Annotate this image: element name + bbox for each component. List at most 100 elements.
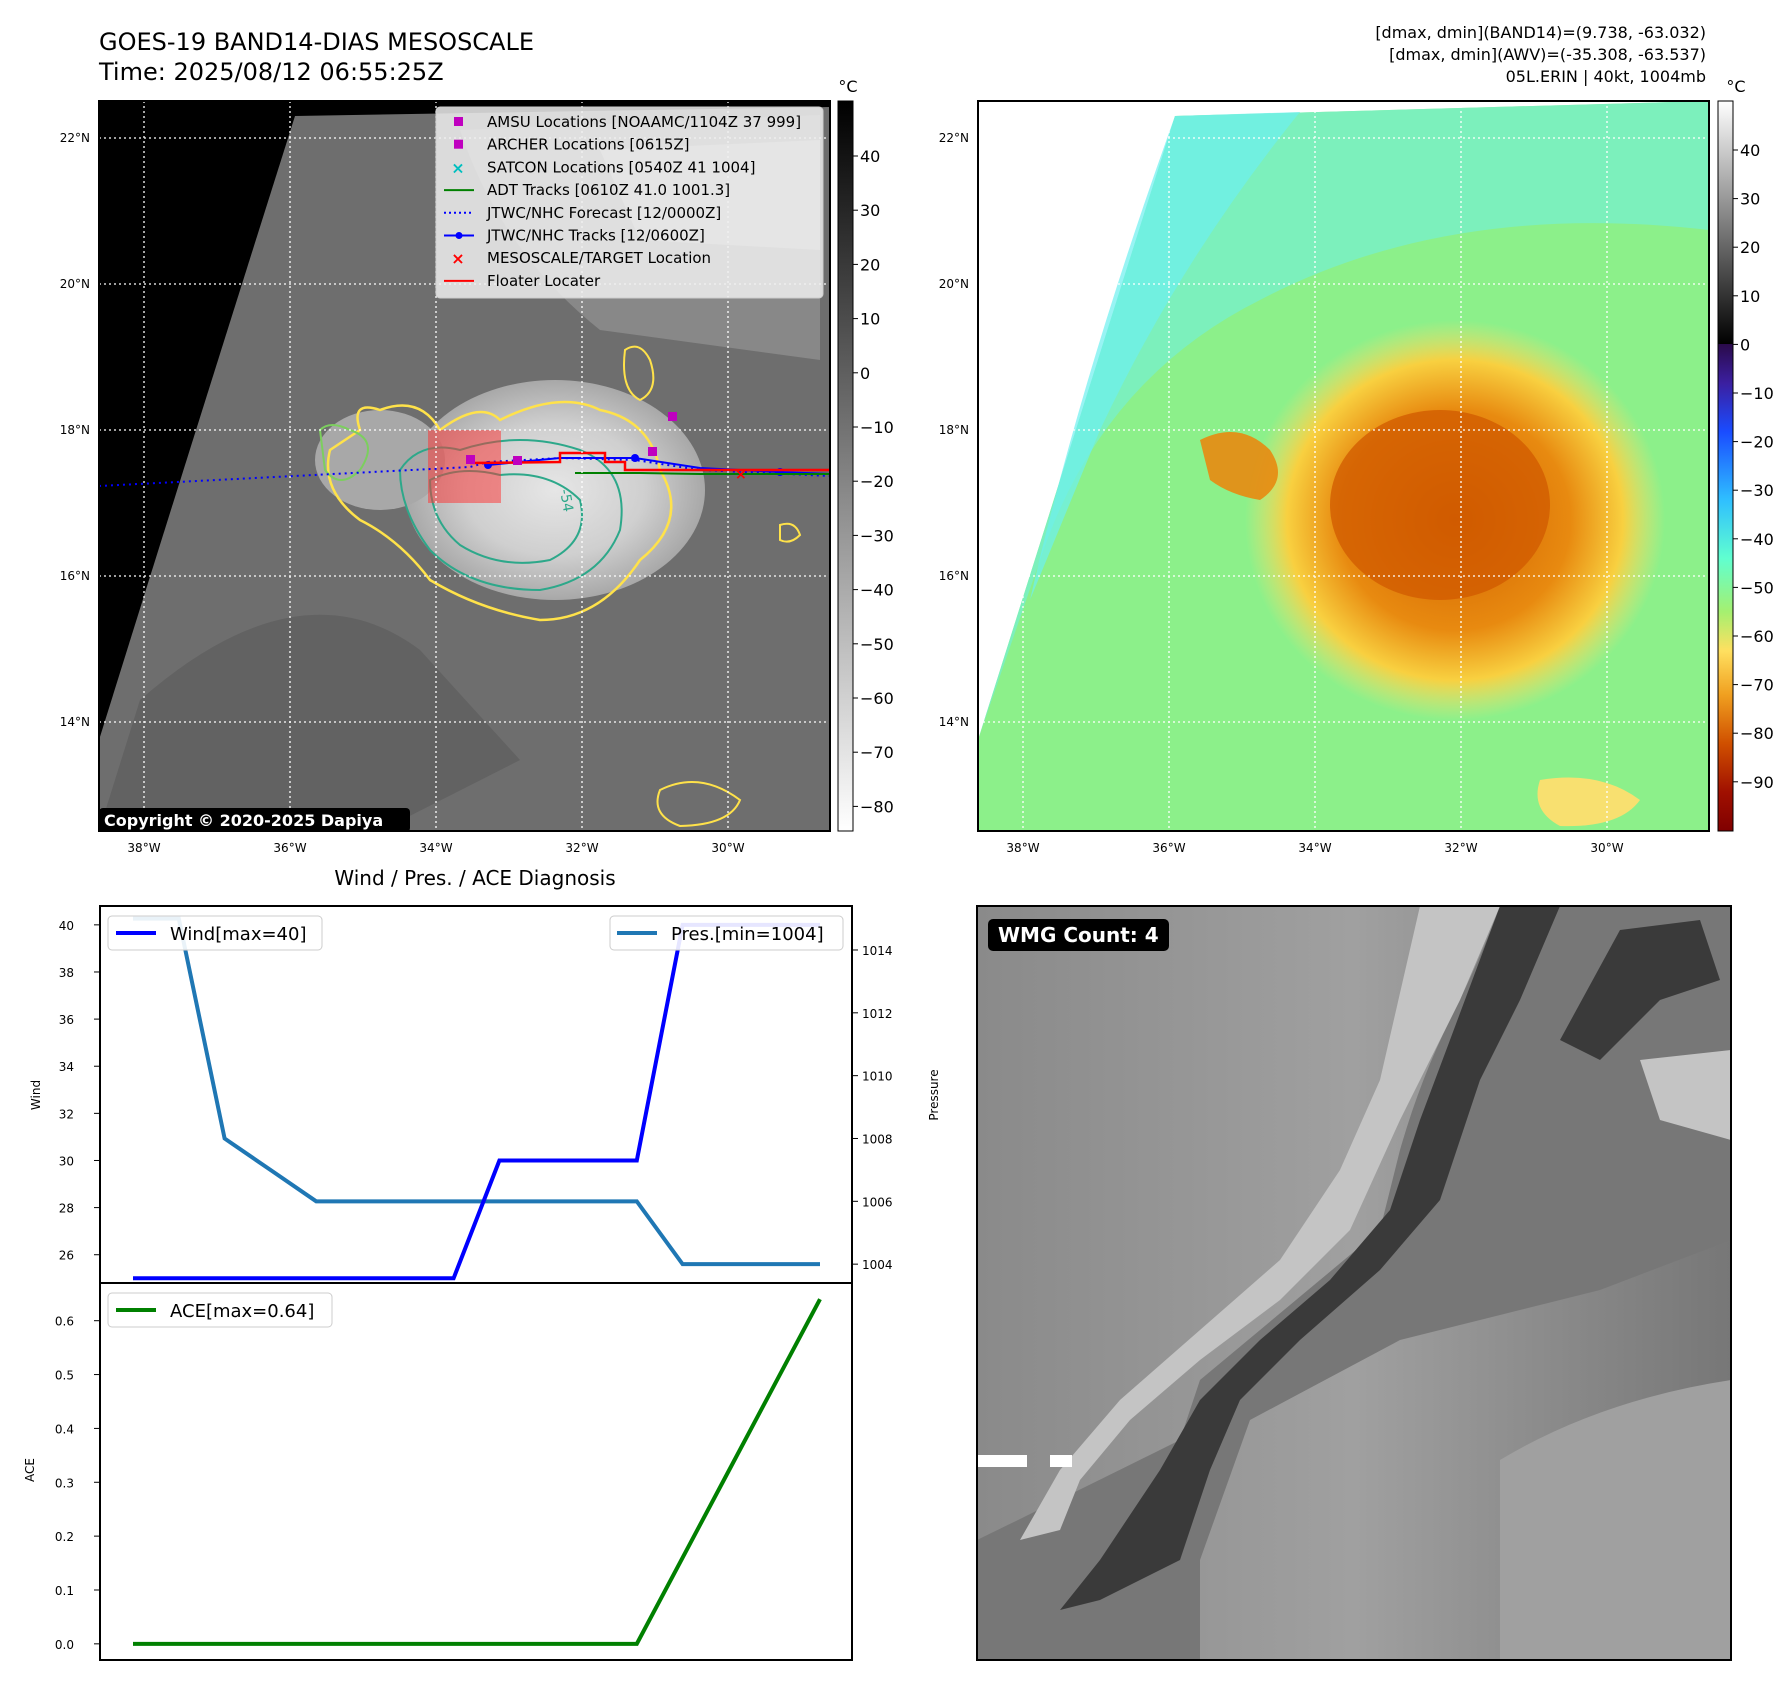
colorbar-tick-label: −40: [1740, 530, 1774, 549]
lat-label: 20°N: [60, 277, 90, 291]
legend-label: ADT Tracks [0610Z 41.0 1001.3]: [487, 181, 730, 199]
colorbar-tick-label: −50: [860, 635, 894, 654]
colorbar-tick-label: 20: [1740, 238, 1760, 257]
wmg-count-badge: WMG Count: 4: [998, 923, 1159, 947]
svg-text:×: ×: [735, 467, 747, 483]
colorbar-tick-label: 0: [860, 364, 870, 383]
ace-chart: 0.0 0.1 0.2 0.3 0.4 0.5 0.6 ACE ACE[max=0.64]: [23, 1282, 853, 1661]
legend-entry: ADT Tracks [0610Z 41.0 1001.3]: [444, 181, 730, 199]
lon-label: 36°W: [273, 841, 306, 855]
lat-label: 18°N: [939, 423, 969, 437]
diagnosis-title: Wind / Pres. / ACE Diagnosis: [334, 866, 615, 890]
lon-label: 32°W: [565, 841, 598, 855]
legend-marker: ×: [451, 249, 464, 268]
wind-tick-label: 28: [59, 1202, 74, 1216]
lon-label: 38°W: [127, 841, 160, 855]
lat-label: 16°N: [939, 569, 969, 583]
wind-tick-label: 32: [59, 1107, 74, 1121]
wind-tick-label: 26: [59, 1249, 74, 1263]
pressure-tick-label: 1014: [862, 944, 893, 958]
contour-label: -54: [556, 488, 576, 513]
lat-label: 22°N: [939, 131, 969, 145]
wind-tick-label: 34: [59, 1060, 74, 1074]
colorbar-tick-label: −20: [860, 472, 894, 491]
lon-label: 36°W: [1152, 841, 1185, 855]
lat-label: 20°N: [939, 277, 969, 291]
legend-entry: × SATCON Locations [0540Z 41 1004]: [451, 158, 755, 177]
colorbar-tick-label: 30: [860, 201, 880, 220]
lon-label: 30°W: [711, 841, 744, 855]
ace-tick-label: 0.3: [55, 1476, 74, 1490]
legend-label: AMSU Locations [NOAAMC/1104Z 37 999]: [487, 113, 801, 131]
legend-marker-dot: [455, 232, 463, 239]
pressure-tick-label: 1010: [862, 1070, 893, 1084]
ace-tick-label: 0.0: [55, 1638, 74, 1652]
pressure-legend: Pres.[min=1004]: [609, 915, 844, 951]
ace-legend: ACE[max=0.64]: [107, 1292, 333, 1328]
colorbar-tick-label: 10: [1740, 287, 1760, 306]
colorbar-tick-label: −70: [860, 743, 894, 762]
ir-map-panel: -54 × Copyright © 2020-2025 Dapiya AMSU …: [98, 100, 831, 832]
colorbar-tick-label: 20: [860, 255, 880, 274]
legend-entry: JTWC/NHC Forecast [12/0000Z]: [444, 204, 721, 222]
colorbar-tick-label: −60: [1740, 627, 1774, 646]
lon-label: 34°W: [1298, 841, 1331, 855]
colorbar-tick-label: −80: [1740, 724, 1774, 743]
pressure-axis-label: Pressure: [927, 1069, 941, 1120]
wind-axis-label: Wind: [29, 1080, 43, 1110]
map-legend: AMSU Locations [NOAAMC/1104Z 37 999] ARCH…: [435, 106, 824, 299]
pressure-tick-label: 1012: [862, 1007, 893, 1021]
lat-label: 14°N: [60, 715, 90, 729]
legend-marker: [454, 117, 463, 126]
colorbar-tick-label: −30: [860, 526, 894, 545]
ace-tick-label: 0.4: [55, 1422, 74, 1436]
wind-pressure-chart: 26 28 30 32 34 36 38 40 1004 1006 1008 1010 1012 1014…: [29, 905, 941, 1284]
legend-label: JTWC/NHC Forecast [12/0000Z]: [486, 204, 721, 222]
lon-label: 38°W: [1006, 841, 1039, 855]
figure-time: Time: 2025/08/12 06:55:25Z: [98, 58, 444, 86]
ace-axis-label: ACE: [23, 1458, 37, 1482]
colorbar-tick-label: −20: [1740, 433, 1774, 452]
pressure-tick-label: 1004: [862, 1258, 893, 1272]
legend-label: Floater Locater: [487, 272, 601, 290]
lat-label: 14°N: [939, 715, 969, 729]
colorbar-tick-label: −60: [860, 689, 894, 708]
colorbar-tick-label: 40: [860, 147, 880, 166]
enhanced-map-panel: [977, 100, 1710, 832]
colorbar-gray: °C 40 30 20 10 0 −10 −20 −30 −40 −50 −60 −70 −80: [837, 77, 894, 832]
pressure-series-line: [133, 916, 820, 1267]
legend-entry: × MESOSCALE/TARGET Location: [451, 249, 711, 268]
colorbar-tick-label: −40: [860, 581, 894, 600]
lon-label: 32°W: [1444, 841, 1477, 855]
legend-label: ARCHER Locations [0615Z]: [487, 136, 690, 154]
wind-tick-label: 30: [59, 1154, 74, 1168]
ace-tick-label: 0.5: [55, 1369, 74, 1383]
colorbar-tick-label: −30: [1740, 481, 1774, 500]
colorbar-tick-label: 0: [1740, 335, 1750, 354]
ace-legend-label: ACE[max=0.64]: [170, 1301, 314, 1322]
colorbar-tick-label: −70: [1740, 676, 1774, 695]
dmax-awv: [dmax, dmin](AWV)=(-35.308, -63.537): [1389, 45, 1706, 64]
colorbar-gray-unit: °C: [838, 77, 857, 96]
wind-legend-label: Wind[max=40]: [170, 924, 307, 945]
pressure-tick-label: 1006: [862, 1195, 893, 1209]
lon-label: 34°W: [419, 841, 452, 855]
ace-series-line: [133, 1298, 822, 1646]
wind-tick-label: 36: [59, 1013, 74, 1027]
dmax-band14: [dmax, dmin](BAND14)=(9.738, -63.032): [1375, 23, 1706, 42]
legend-marker: ×: [451, 158, 464, 177]
colorbar-tick-label: 30: [1740, 190, 1760, 209]
ace-tick-label: 0.6: [55, 1315, 74, 1329]
legend-label: JTWC/NHC Tracks [12/0600Z]: [486, 227, 705, 245]
legend-marker: [454, 139, 463, 149]
lat-label: 16°N: [60, 569, 90, 583]
colorbar-tick-label: 10: [860, 310, 880, 329]
copyright: Copyright © 2020-2025 Dapiya: [104, 811, 383, 830]
wind-tick-label: 40: [59, 919, 74, 933]
ace-tick-label: 0.2: [55, 1530, 74, 1544]
legend-entry: ARCHER Locations [0615Z]: [454, 136, 690, 154]
legend-label: MESOSCALE/TARGET Location: [487, 249, 711, 267]
colorbar-tick-label: −50: [1740, 578, 1774, 597]
colorbar-enhanced-unit: °C: [1726, 77, 1745, 96]
